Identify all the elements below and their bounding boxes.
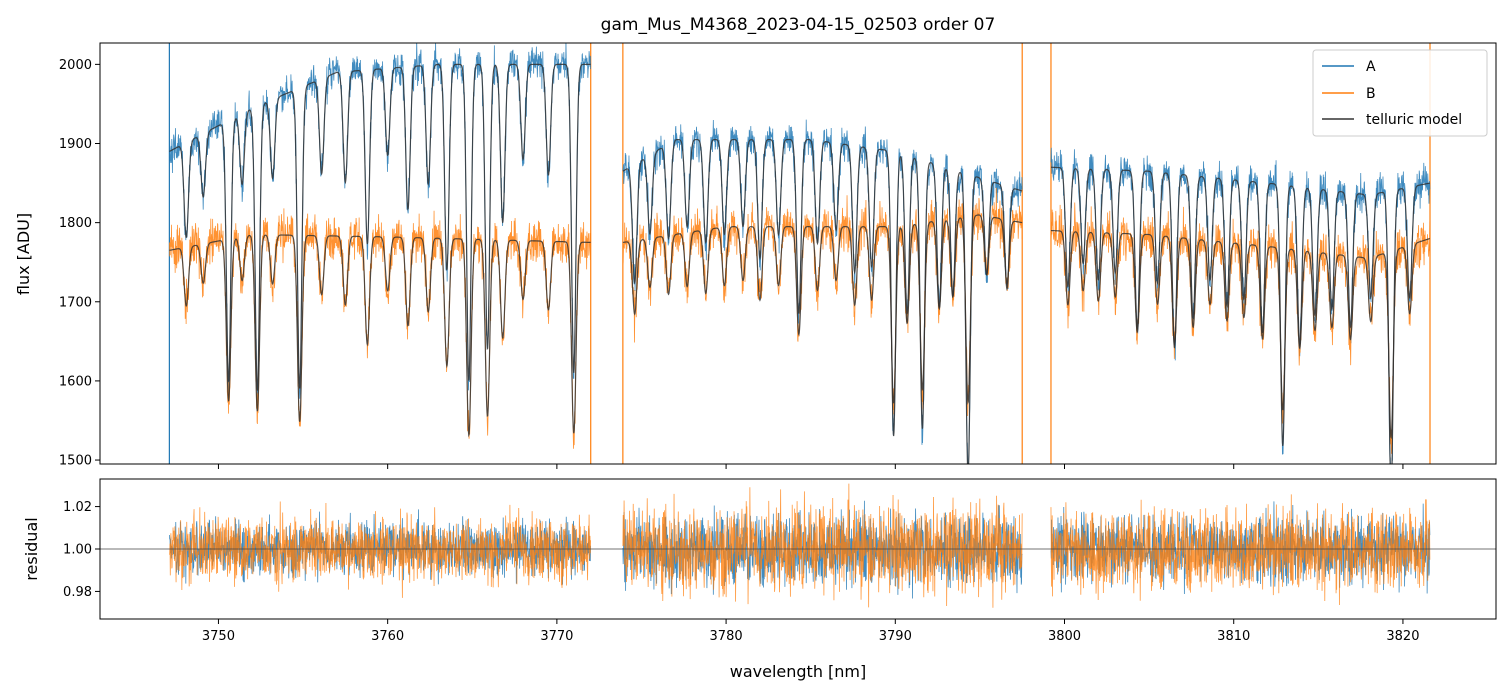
x-tick-label: 3780	[710, 629, 743, 644]
y-tick-label: 2000	[59, 58, 92, 73]
x-tick-label: 3770	[540, 629, 573, 644]
residual-plot-area	[100, 483, 1496, 608]
series-a-line	[1050, 147, 1431, 464]
y-tick-label: 0.98	[63, 585, 92, 600]
legend-box	[1312, 49, 1488, 137]
residual-axes: 3750 3760 3770 3780 3790 3800 3810 3820 0.98 1.00…	[63, 478, 1497, 644]
x-tick-label: 3750	[202, 629, 235, 644]
x-tick-label: 3820	[1386, 629, 1419, 644]
legend: A B telluric model	[1312, 49, 1488, 137]
telluric-model-a-line	[622, 138, 1023, 464]
y-tick-label: 1900	[59, 137, 92, 152]
telluric-model-b-line	[169, 234, 591, 438]
chart-title: gam_Mus_M4368_2023-04-15_02503 order 07	[601, 15, 996, 35]
legend-label-b: B	[1366, 86, 1376, 102]
y-tick-label: 1.00	[63, 543, 92, 558]
y-tick-label: 1.02	[63, 500, 92, 515]
x-tick-label: 3760	[371, 629, 404, 644]
residual-b-line	[1050, 494, 1431, 605]
y-tick-label: 1500	[59, 454, 92, 469]
flux-axes: 1500 1600 1700 1800 1900 2000	[59, 42, 1497, 469]
y-tick-label: 1600	[59, 374, 92, 389]
x-tick-label: 3800	[1048, 629, 1081, 644]
telluric-model-b-line	[1050, 229, 1431, 440]
series-b-line	[168, 208, 592, 449]
flux-y-axis-label: flux [ADU]	[14, 213, 33, 295]
y-tick-label: 1800	[59, 216, 92, 231]
y-tick-label: 1700	[59, 295, 92, 310]
telluric-model-a-line	[1050, 166, 1430, 464]
series-a-line	[168, 43, 592, 403]
telluric-model-a-line	[169, 63, 591, 391]
x-tick-label: 3790	[879, 629, 912, 644]
legend-label-model: telluric model	[1366, 112, 1462, 128]
axes-frame	[99, 42, 1497, 465]
telluric-model-b-line	[622, 214, 1023, 405]
x-axis-label: wavelength [nm]	[730, 662, 867, 681]
residual-b-line	[622, 483, 1023, 608]
series-a-line	[622, 119, 1023, 464]
legend-label-a: A	[1366, 59, 1376, 75]
residual-b-line	[168, 501, 592, 598]
x-tick-label: 3810	[1217, 629, 1250, 644]
flux-plot-area	[168, 43, 1431, 464]
residual-y-axis-label: residual	[22, 517, 41, 580]
